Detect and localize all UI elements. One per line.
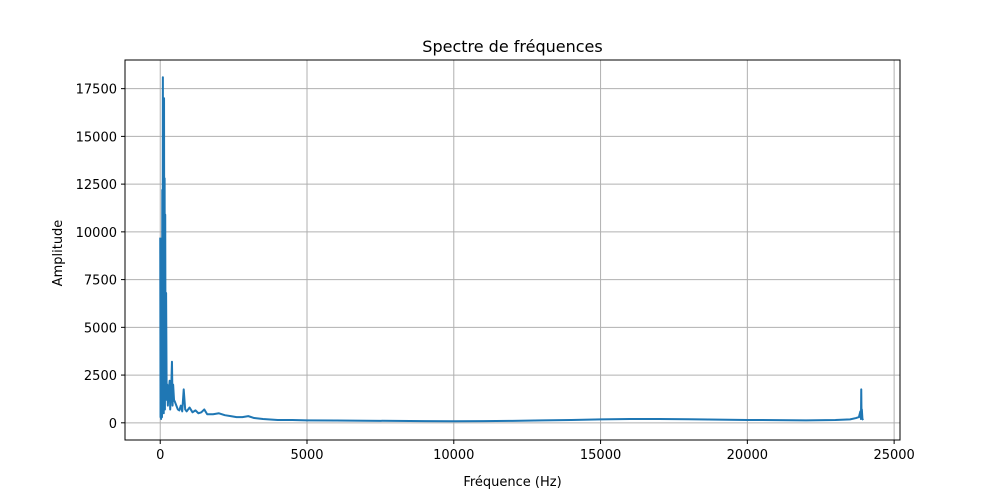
y-tick-label: 5000 [84, 321, 117, 336]
x-axis-label: Fréquence (Hz) [463, 475, 561, 490]
x-tick-label: 20000 [727, 448, 768, 463]
y-tick-label: 17500 [76, 83, 117, 98]
plot-frame [124, 59, 901, 441]
series-layer [159, 76, 865, 423]
y-tick-label: 10000 [76, 226, 117, 241]
chart-title: Spectre de fréquences [422, 37, 602, 56]
x-tick-label: 10000 [433, 448, 474, 463]
y-tick-label: 2500 [84, 369, 117, 384]
x-axis-ticks: 0 5000 10000 15000 20000 25000 [156, 440, 915, 463]
y-tick-label: 0 [109, 417, 117, 432]
y-tick-label: 7500 [84, 274, 117, 289]
x-tick-label: 25000 [873, 448, 914, 463]
y-axis-label: Amplitude [51, 220, 66, 287]
y-tick-label: 15000 [76, 130, 117, 145]
y-tick-label: 12500 [76, 178, 117, 193]
x-tick-label: 5000 [290, 448, 323, 463]
plot-background [125, 60, 900, 440]
spectrum-line [159, 76, 865, 423]
grid-layer [125, 60, 900, 440]
x-tick-label: 15000 [580, 448, 621, 463]
x-tick-label: 0 [156, 448, 164, 463]
y-axis-ticks: 0 2500 5000 7500 10000 12500 15000 17500 [76, 83, 125, 432]
